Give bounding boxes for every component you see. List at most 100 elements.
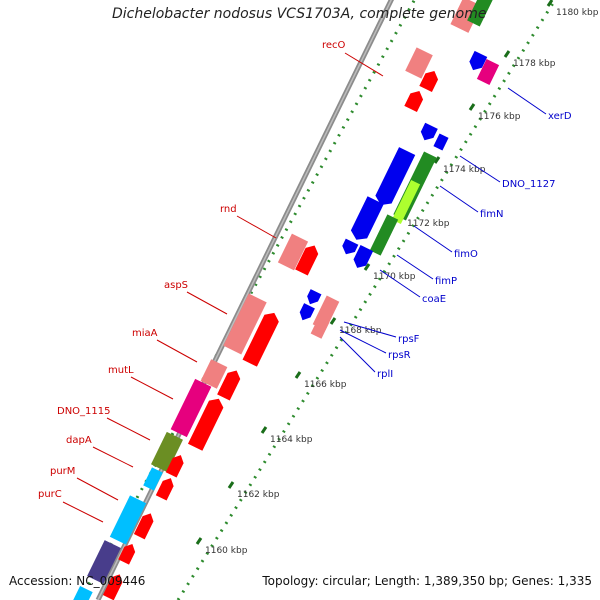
leader-fimO	[413, 225, 453, 253]
leader-recO	[344, 52, 384, 77]
gene-recO-arrow-bottom-shape	[404, 91, 424, 113]
gene-dapA-arrow-shape	[165, 455, 184, 478]
gene-label-recO: recO	[322, 40, 346, 51]
gene-label-xerD: xerD	[548, 111, 572, 122]
gene-label-coaE: coaE	[422, 294, 446, 305]
leader-DNO_1115	[106, 417, 151, 441]
gene-DNO_1127-box	[433, 133, 449, 151]
gene-fimP-green	[369, 214, 399, 256]
gene-purC-arrow-shape	[133, 513, 154, 540]
gene-label-purM: purM	[50, 466, 75, 477]
gene-miaA-arrow	[217, 370, 241, 401]
gene-label-fimN: fimN	[480, 209, 504, 220]
gene-purM-box-shape	[143, 467, 163, 491]
gene-rnd-arrow-shape	[295, 245, 319, 276]
gene-fimN-arrow-shape	[375, 147, 416, 205]
gene-rnd-box-shape	[277, 233, 309, 271]
gene-fimN-arrow	[375, 147, 416, 205]
gene-xerD-box-shape	[476, 59, 500, 85]
gene-rpsF-arrow-shape	[307, 289, 322, 305]
leader-purC	[62, 501, 104, 523]
gene-dapA-arrow	[165, 455, 184, 478]
scale-label: 1180 kbp	[556, 8, 599, 18]
gene-fimO-arrow-shape	[350, 196, 384, 240]
gene-left-small-arrow-shape	[118, 544, 136, 565]
gene-label-rplI: rplI	[377, 369, 393, 380]
gene-label-fimP: fimP	[435, 276, 457, 287]
gene-left-bottom-cyan-shape	[71, 585, 93, 600]
gene-mutL-arrow-shape	[187, 398, 224, 451]
gene-left-bottom-arrow	[102, 574, 123, 600]
scale-label: 1166 kbp	[304, 380, 347, 390]
gene-mutL-arrow	[187, 398, 224, 451]
leader-DNO_1127	[459, 155, 501, 183]
accession-line: Accession: NC_009446	[9, 574, 145, 588]
gene-mutL-box	[170, 378, 212, 438]
gene-label-aspS: aspS	[164, 280, 188, 291]
leader-aspS	[186, 291, 228, 315]
scale-label: 1170 kbp	[373, 272, 416, 282]
gene-fimO-lime-shape	[391, 180, 421, 224]
scale-major-tick	[546, 0, 554, 7]
gene-miaA-arrow-shape	[217, 370, 241, 401]
gene-label-miaA: miaA	[132, 328, 158, 339]
gene-left-bottom-arrow-shape	[102, 574, 123, 600]
scale-major-tick	[503, 50, 511, 58]
gene-label-DNO_1115: DNO_1115	[57, 406, 111, 417]
scale-label: 1172 kbp	[407, 219, 450, 229]
gene-fimO-arrow	[350, 196, 384, 240]
gene-miaA-box-shape	[200, 359, 228, 389]
gene-purC-box-shape	[109, 495, 147, 545]
scale-major-tick	[433, 156, 441, 164]
scale-label: 1160 kbp	[205, 546, 248, 556]
gene-rnd-arrow	[295, 245, 319, 276]
gene-recO-box	[405, 47, 433, 79]
topology-line: Topology: circular; Length: 1,389,350 bp…	[262, 574, 592, 588]
gene-fimO-lime	[391, 180, 421, 224]
gene-fimP-arrow	[342, 238, 359, 255]
gene-aspS-box-shape	[223, 293, 267, 355]
gene-rnd-box	[277, 233, 309, 271]
gene-fimP-arrow-shape	[342, 238, 359, 255]
gene-dapA-box	[151, 431, 183, 473]
gene-rplI-box-lower	[310, 317, 330, 339]
gene-rpsR-arrow	[299, 303, 315, 321]
leader-rplI	[339, 336, 376, 373]
gene-coaE-arrow	[353, 245, 374, 268]
leader-dapA	[92, 446, 134, 468]
gene-xerD-arrow-shape	[469, 50, 488, 71]
leader-xerD	[507, 87, 547, 115]
gene-label-mutL: mutL	[108, 365, 134, 376]
gene-recO-arrow-bottom	[404, 91, 424, 113]
gene-purC-box	[109, 495, 147, 545]
gene-top-green-box-shape	[467, 0, 493, 27]
leader-rpsF	[343, 321, 397, 338]
gene-purM-box	[143, 467, 163, 491]
gene-label-rnd: rnd	[220, 204, 237, 215]
gene-recO-box-shape	[405, 47, 433, 79]
gene-top-green-box	[467, 0, 493, 27]
scale-major-tick	[294, 371, 302, 379]
scale-label: 1174 kbp	[443, 165, 486, 175]
gene-left-small-arrow	[118, 544, 136, 565]
leader-rnd	[236, 215, 277, 239]
gene-dapA-box-shape	[151, 431, 183, 473]
gene-top-pink-box-shape	[450, 0, 482, 33]
gene-purM-arrow-shape	[155, 478, 174, 501]
gene-fimP-green-shape	[369, 214, 399, 256]
gene-DNO_1127-arrow	[420, 122, 438, 141]
gene-xerD-box	[476, 59, 500, 85]
leader-coaE	[379, 269, 421, 298]
gene-DNO_1127-arrow-shape	[420, 122, 438, 141]
gene-xerD-arrow	[469, 50, 488, 71]
scale-major-tick	[329, 317, 337, 325]
gene-label-dapA: dapA	[66, 435, 92, 446]
leader-miaA	[156, 339, 198, 363]
gene-recO-arrow-top	[419, 71, 439, 93]
gene-top-pink-box	[450, 0, 482, 33]
gene-left-navy-box	[87, 540, 121, 584]
accession-label: Accession:	[9, 574, 73, 588]
scale-label: 1178 kbp	[513, 59, 556, 69]
gene-recO-arrow-top-shape	[419, 71, 439, 93]
